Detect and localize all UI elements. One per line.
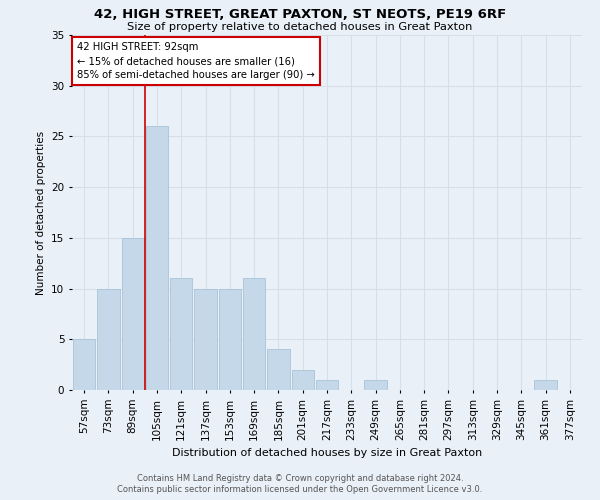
Bar xyxy=(364,380,387,390)
Bar xyxy=(267,350,290,390)
Bar xyxy=(243,278,265,390)
X-axis label: Distribution of detached houses by size in Great Paxton: Distribution of detached houses by size … xyxy=(172,448,482,458)
Bar xyxy=(170,278,193,390)
Y-axis label: Number of detached properties: Number of detached properties xyxy=(35,130,46,294)
Text: 42, HIGH STREET, GREAT PAXTON, ST NEOTS, PE19 6RF: 42, HIGH STREET, GREAT PAXTON, ST NEOTS,… xyxy=(94,8,506,20)
Bar xyxy=(73,340,95,390)
Text: Size of property relative to detached houses in Great Paxton: Size of property relative to detached ho… xyxy=(127,22,473,32)
Bar xyxy=(122,238,144,390)
Bar xyxy=(316,380,338,390)
Bar xyxy=(218,288,241,390)
Text: Contains HM Land Registry data © Crown copyright and database right 2024.
Contai: Contains HM Land Registry data © Crown c… xyxy=(118,474,482,494)
Bar xyxy=(97,288,119,390)
Bar xyxy=(146,126,168,390)
Bar xyxy=(535,380,557,390)
Bar xyxy=(292,370,314,390)
Text: 42 HIGH STREET: 92sqm
← 15% of detached houses are smaller (16)
85% of semi-deta: 42 HIGH STREET: 92sqm ← 15% of detached … xyxy=(77,42,315,80)
Bar xyxy=(194,288,217,390)
